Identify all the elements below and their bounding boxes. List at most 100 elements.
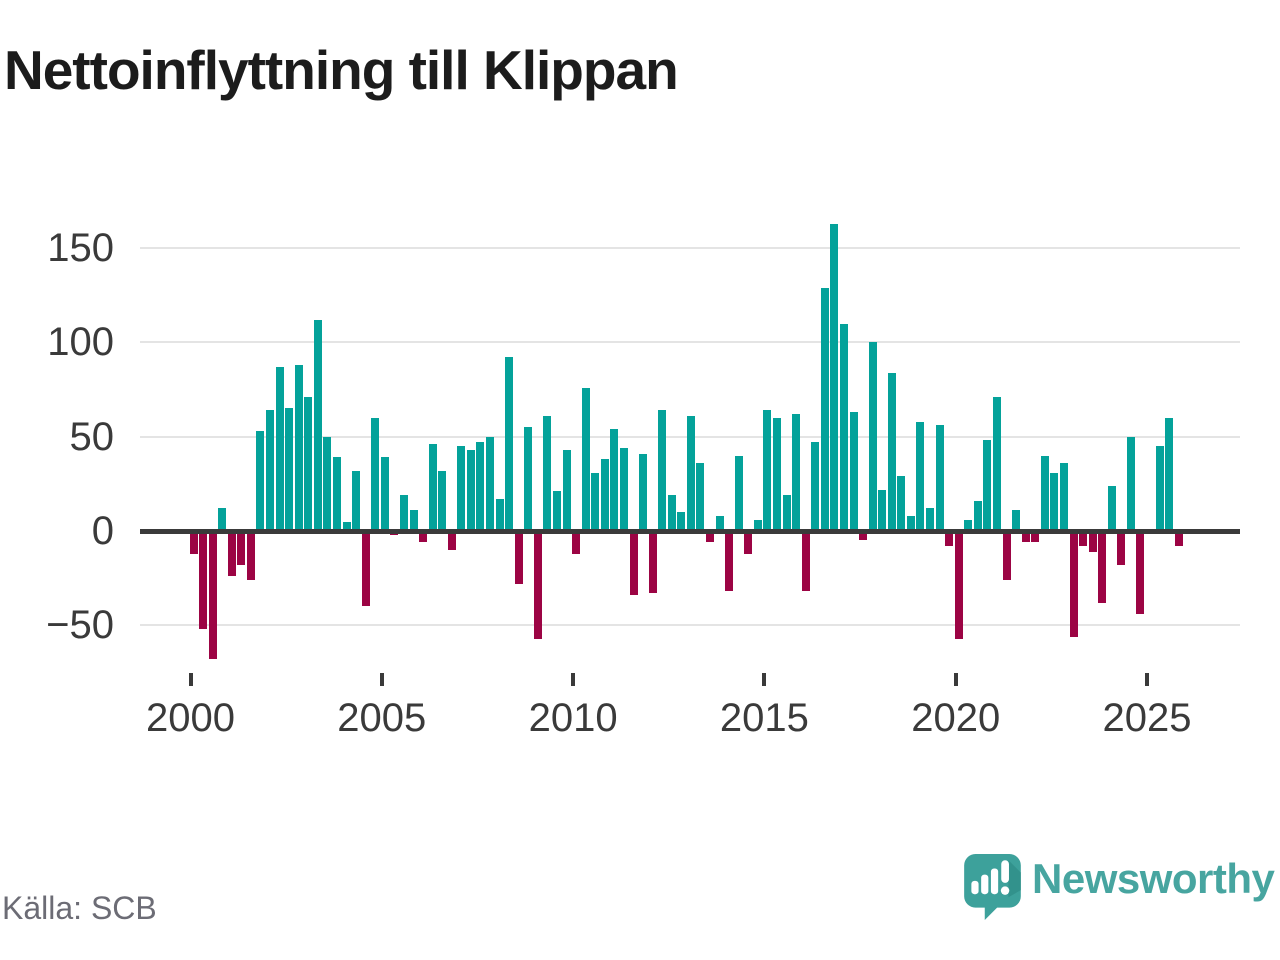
bar-2012Q4: [677, 512, 686, 531]
bar-2006Q1: [419, 531, 428, 543]
bar-2007Q1: [457, 446, 466, 531]
bar-2011Q3: [629, 531, 638, 596]
bar-2016Q3: [820, 287, 829, 531]
bar-2025Q2: [1155, 446, 1164, 531]
bar-2006Q2: [428, 444, 437, 531]
bar-2019Q3: [935, 425, 944, 531]
x-tick-mark-2010: [571, 673, 576, 686]
bar-2015Q4: [792, 414, 801, 531]
bar-2022Q2: [1040, 455, 1049, 531]
bar-2024Q4: [1136, 531, 1145, 614]
bar-2005Q1: [380, 457, 389, 531]
bar-2022Q1: [1031, 531, 1040, 543]
bar-2015Q2: [772, 417, 781, 531]
bar-2019Q1: [916, 421, 925, 531]
bar-2014Q2: [734, 455, 743, 531]
bar-2009Q3: [552, 491, 561, 531]
bar-2003Q1: [304, 397, 313, 531]
bar-2023Q2: [1079, 531, 1088, 547]
bar-2004Q3: [361, 531, 370, 607]
bar-2023Q4: [1098, 531, 1107, 603]
bar-2006Q4: [447, 531, 456, 550]
bar-2021Q3: [1012, 510, 1021, 531]
bar-2025Q3: [1165, 417, 1174, 531]
bar-2015Q1: [763, 410, 772, 531]
bar-2016Q4: [830, 223, 839, 531]
bar-2011Q1: [610, 429, 619, 531]
y-axis-label--50: −50: [46, 603, 114, 648]
bar-2019Q4: [945, 531, 954, 547]
bar-2018Q4: [906, 515, 915, 531]
bar-2007Q4: [486, 436, 495, 531]
bar-2006Q3: [438, 470, 447, 531]
bar-2022Q4: [1059, 463, 1068, 531]
bar-2000Q3: [208, 531, 217, 660]
x-axis-label-2005: 2005: [337, 696, 427, 740]
bar-2020Q3: [973, 500, 982, 531]
bar-2003Q4: [332, 457, 341, 531]
bar-2014Q4: [753, 519, 762, 531]
bar-2011Q2: [619, 448, 628, 531]
bar-2017Q4: [868, 342, 877, 531]
bar-2004Q4: [371, 417, 380, 531]
bar-2024Q2: [1117, 531, 1126, 565]
bar-2017Q2: [849, 412, 858, 531]
bar-2013Q4: [715, 515, 724, 531]
bar-2016Q2: [811, 442, 820, 531]
x-tick-mark-2000: [188, 673, 193, 686]
bar-2000Q1: [189, 531, 198, 554]
bar-2023Q1: [1069, 531, 1078, 637]
gridline-150: [140, 247, 1240, 250]
bar-2012Q1: [648, 531, 657, 594]
bar-2002Q3: [285, 408, 294, 531]
bar-2017Q3: [859, 531, 868, 541]
bar-2021Q4: [1021, 531, 1030, 543]
bar-2024Q3: [1126, 436, 1135, 531]
newsworthy-logo-icon: [964, 854, 1021, 920]
source-note: Källa: SCB: [2, 890, 157, 926]
bar-2013Q3: [706, 531, 715, 543]
bar-2002Q4: [294, 365, 303, 531]
bar-2001Q3: [246, 531, 255, 581]
x-axis-label-2000: 2000: [146, 696, 235, 740]
bar-2017Q1: [839, 323, 848, 531]
bar-2009Q2: [543, 415, 552, 531]
bar-2013Q2: [696, 463, 705, 531]
bar-2008Q2: [505, 357, 514, 531]
bar-2020Q2: [964, 519, 973, 531]
bar-2020Q1: [954, 531, 963, 639]
y-axis-label-100: 100: [47, 320, 114, 365]
bar-2000Q4: [218, 508, 227, 531]
bar-2010Q3: [591, 472, 600, 531]
bar-2003Q2: [313, 319, 322, 531]
bar-2001Q4: [256, 431, 265, 531]
bar-2021Q1: [992, 397, 1001, 531]
bar-2018Q1: [878, 489, 887, 531]
newsworthy-logo: Newsworthy: [962, 853, 1275, 923]
bar-2014Q3: [744, 531, 753, 554]
x-axis-label-2015: 2015: [719, 696, 809, 740]
bar-2001Q2: [237, 531, 246, 565]
bar-2003Q3: [323, 436, 332, 531]
bar-2012Q2: [658, 410, 667, 531]
chart-title: Nettoinflyttning till Klippan: [4, 39, 679, 101]
x-axis-line: [140, 528, 1240, 534]
bar-2012Q3: [667, 495, 676, 531]
y-axis-label-150: 150: [47, 226, 114, 271]
bar-2005Q4: [409, 510, 418, 531]
bar-2010Q4: [600, 459, 609, 531]
bar-2019Q2: [926, 508, 935, 531]
bar-2016Q1: [801, 531, 810, 592]
bar-2020Q4: [983, 440, 992, 531]
y-axis-label-0: 0: [91, 509, 114, 553]
gridline--50: [140, 624, 1240, 627]
x-axis-label-2010: 2010: [528, 696, 618, 740]
bar-2024Q1: [1107, 485, 1116, 531]
bar-2002Q1: [266, 410, 275, 531]
bar-2011Q4: [639, 453, 648, 531]
x-axis-label-2020: 2020: [911, 696, 1001, 740]
bar-2013Q1: [686, 415, 695, 531]
bar-2015Q3: [782, 495, 791, 531]
bar-2008Q3: [514, 531, 523, 584]
